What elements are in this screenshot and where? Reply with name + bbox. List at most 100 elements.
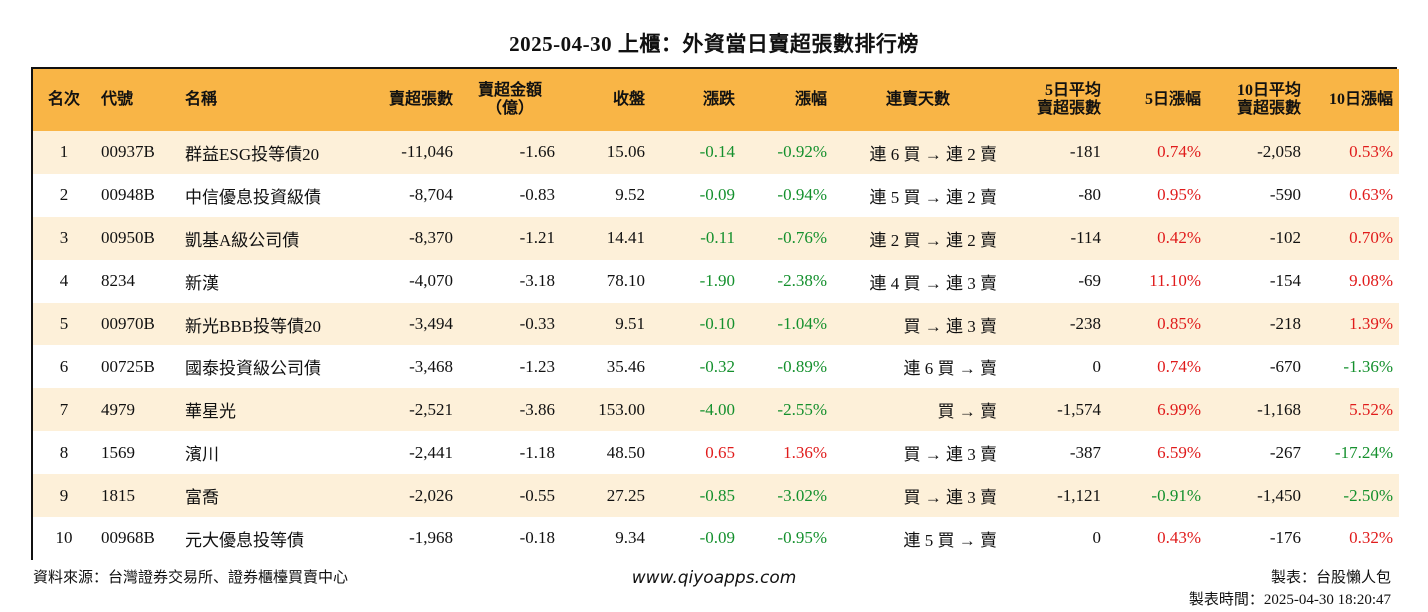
ranking-table: 名次 代號 名稱 賣超張數 賣超金額 （億） 收盤 漲跌 漲幅 連賣天數 5日平均…: [33, 69, 1399, 560]
cell-avg5: -114: [1070, 228, 1101, 248]
cell-change-pct: -3.02%: [777, 485, 827, 505]
cell-change: -0.32: [699, 356, 735, 376]
cell-rank: 7: [59, 399, 69, 419]
cell-rank: 8: [59, 442, 69, 462]
ranking-table-container: 名次 代號 名稱 賣超張數 賣超金額 （億） 收盤 漲跌 漲幅 連賣天數 5日平均…: [31, 67, 1399, 560]
cell-chg5: 6.59%: [1157, 442, 1201, 462]
cell-change: -0.85: [699, 485, 735, 505]
cell-close: 153.00: [598, 399, 645, 419]
cell-chg10: 0.70%: [1349, 228, 1393, 248]
cell-streak: 買 → 連 3 賣: [903, 488, 998, 508]
col-header-code: 代號: [101, 91, 134, 108]
cell-avg5: -80: [1078, 185, 1101, 205]
cell-sell-amount: -1.66: [519, 142, 555, 162]
col-header-avg5: 5日平均 賣超張數: [1003, 69, 1107, 131]
col-header-avg10-line1: 10日平均: [1236, 82, 1301, 99]
cell-avg10: -176: [1269, 528, 1301, 548]
cell-chg10: 0.32%: [1349, 528, 1393, 548]
col-header-avg5-line2: 賣超張數: [1036, 100, 1101, 117]
cell-name: 凱基A級公司債: [185, 230, 300, 250]
cell-streak: 連 5 買 → 連 2 賣: [869, 187, 998, 207]
cell-chg10: 0.53%: [1349, 142, 1393, 162]
cell-change-pct: -2.55%: [777, 399, 827, 419]
cell-change: -0.09: [699, 528, 735, 548]
cell-chg5: 0.42%: [1157, 228, 1201, 248]
cell-change: 0.65: [705, 442, 735, 462]
cell-avg5: 0: [1092, 528, 1102, 548]
table-row: 5 00970B 新光BBB投等債20 -3,494 -0.33 9.51 -0.10 -1.…: [33, 302, 1399, 346]
cell-chg10: -1.36%: [1343, 356, 1393, 376]
col-header-name: 名稱: [185, 91, 218, 108]
cell-sell-amount: -0.33: [519, 314, 555, 333]
table-row: 9 1815 富喬 -2,026 -0.55 27.25 -0.85 -3.02% 買 → 連 …: [33, 474, 1399, 518]
cell-change: -0.10: [699, 314, 735, 333]
cell-avg10: -102: [1269, 228, 1301, 248]
col-header-sell-lots: 賣超張數: [388, 91, 453, 108]
maker-note: 製表：台股懶人包: [1270, 570, 1391, 586]
cell-sell-amount: -3.86: [519, 399, 555, 419]
cell-streak: 連 4 買 → 連 3 賣: [869, 273, 998, 293]
cell-streak: 連 2 買 → 連 2 賣: [869, 230, 998, 250]
cell-avg5: -1,574: [1057, 399, 1101, 419]
cell-name: 新光BBB投等債20: [185, 316, 322, 336]
cell-name: 中信優息投資級債: [185, 187, 321, 207]
cell-sell-amount: -1.18: [519, 442, 555, 462]
cell-code: 00948B: [101, 185, 155, 205]
cell-avg5: -387: [1069, 442, 1101, 462]
cell-name: 群益ESG投等債20: [185, 144, 320, 164]
col-header-rank: 名次: [47, 91, 80, 108]
cell-change-pct: -0.89%: [777, 356, 827, 376]
cell-rank: 5: [59, 314, 69, 333]
cell-avg5: -1,121: [1057, 485, 1101, 505]
cell-code: 1815: [101, 485, 135, 505]
cell-chg5: 0.74%: [1157, 142, 1201, 162]
cell-avg10: -670: [1269, 356, 1301, 376]
cell-change-pct: -0.76%: [777, 228, 827, 248]
col-header-chg10: 10日漲幅: [1328, 91, 1393, 108]
cell-code: 4979: [101, 399, 135, 419]
cell-change-pct: -0.94%: [777, 185, 827, 205]
cell-chg5: 0.85%: [1157, 314, 1201, 333]
table-row: 10 00968B 元大優息投等債 -1,968 -0.18 9.34 -0.09 -0.95…: [33, 517, 1399, 560]
col-header-chg5: 5日漲幅: [1144, 91, 1201, 108]
cell-avg10: -1,450: [1257, 485, 1301, 505]
cell-avg10: -590: [1269, 185, 1301, 205]
cell-sell-lots: -3,468: [409, 356, 453, 376]
cell-sell-lots: -4,070: [409, 271, 453, 291]
cell-sell-lots: -8,370: [409, 228, 453, 248]
cell-name: 富喬: [185, 488, 219, 508]
table-row: 7 4979 華星光 -2,521 -3.86 153.00 -4.00 -2.55% 買 → …: [33, 388, 1399, 432]
cell-avg5: -181: [1069, 142, 1101, 162]
cell-close: 48.50: [606, 442, 645, 462]
cell-sell-lots: -3,494: [409, 314, 453, 333]
cell-close: 15.06: [606, 142, 645, 162]
cell-change: -0.11: [700, 228, 735, 248]
website-link[interactable]: www.qiyoapps.com: [631, 568, 797, 588]
table-body: 1 00937B 群益ESG投等債20 -11,046 -1.66 15.06 -0.14 -…: [33, 131, 1399, 560]
col-header-change: 漲跌: [702, 91, 735, 108]
cell-chg5: 0.43%: [1157, 528, 1201, 548]
cell-streak: 連 6 買 → 連 2 賣: [869, 144, 998, 164]
cell-streak: 買 → 賣: [937, 402, 998, 422]
cell-name: 元大優息投等債: [185, 530, 304, 550]
cell-rank: 6: [59, 356, 69, 376]
cell-close: 35.46: [606, 356, 645, 376]
cell-avg10: -154: [1269, 271, 1301, 291]
cell-rank: 1: [59, 142, 69, 162]
cell-code: 8234: [101, 271, 135, 291]
cell-close: 27.25: [606, 485, 645, 505]
cell-change-pct: -1.04%: [777, 314, 827, 333]
cell-streak: 買 → 連 3 賣: [903, 445, 998, 465]
cell-name: 濱川: [185, 445, 219, 465]
cell-change: -0.09: [699, 185, 735, 205]
cell-code: 00937B: [101, 142, 155, 162]
table-row: 3 00950B 凱基A級公司債 -8,370 -1.21 14.41 -0.11 -0.76…: [33, 216, 1399, 260]
col-header-avg10-line2: 賣超張數: [1236, 100, 1301, 117]
table-row: 6 00725B 國泰投資級公司債 -3,468 -1.23 35.46 -0.32 -0.8…: [33, 345, 1399, 389]
table-row: 2 00948B 中信優息投資級債 -8,704 -0.83 9.52 -0.09 -0.94…: [33, 173, 1399, 217]
cell-code: 1569: [101, 442, 135, 462]
cell-sell-amount: -1.23: [519, 356, 555, 376]
cell-change: -0.14: [699, 142, 735, 162]
cell-sell-lots: -2,441: [409, 442, 453, 462]
col-header-avg5-line1: 5日平均: [1044, 82, 1101, 99]
